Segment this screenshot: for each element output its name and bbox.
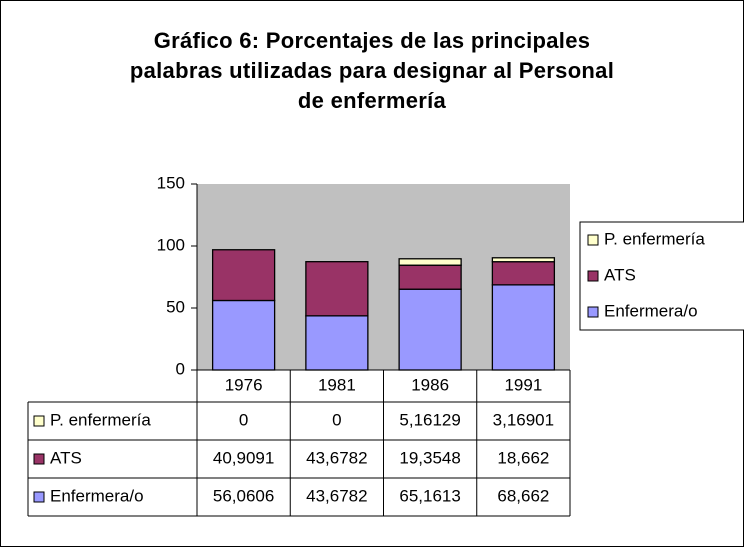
legend-swatch: [587, 234, 599, 246]
bar-segment: [398, 288, 462, 371]
table-cell: 40,9091: [213, 448, 274, 467]
bar-segment: [398, 258, 462, 266]
table-cell: 0: [239, 410, 248, 429]
bar-segment: [305, 315, 369, 371]
table-cell: 68,662: [497, 486, 549, 505]
legend-swatch: [587, 306, 599, 318]
x-tick-label: 1976: [225, 375, 263, 394]
x-tick-label: 1986: [411, 375, 449, 394]
x-tick-label: 1981: [318, 375, 356, 394]
table-row-label: Enfermera/o: [50, 486, 144, 505]
chart-title: Gráfico 6: Porcentajes de las principale…: [129, 28, 615, 113]
table-legend-swatch: [33, 453, 45, 465]
legend-swatch: [587, 270, 599, 282]
legend-label: ATS: [604, 265, 636, 284]
bar-segment: [211, 249, 276, 302]
table-cell: 65,1613: [399, 486, 460, 505]
x-tick-label: 1991: [504, 375, 542, 394]
table-legend-swatch: [33, 415, 45, 427]
table-cell: 0: [332, 410, 341, 429]
bar-segment: [211, 299, 276, 371]
table-cell: 19,3548: [399, 448, 460, 467]
table-legend-swatch: [33, 491, 45, 503]
table-cell: 3,16901: [493, 410, 554, 429]
table-cell: 43,6782: [306, 448, 367, 467]
legend-label: P. enfermería: [604, 229, 705, 248]
bar-segment: [491, 257, 556, 263]
y-tick-label: 150: [157, 173, 185, 192]
bar-segment: [491, 284, 556, 371]
table-cell: 56,0606: [213, 486, 274, 505]
y-tick-label: 100: [157, 235, 185, 254]
bar-segment: [491, 261, 556, 286]
table-row-label: ATS: [50, 448, 82, 467]
legend-label: Enfermera/o: [604, 301, 698, 320]
table-cell: 43,6782: [306, 486, 367, 505]
y-tick-label: 50: [166, 297, 185, 316]
bar-segment: [398, 264, 462, 290]
table-row-label: P. enfermería: [50, 410, 151, 429]
legend-box: [579, 221, 744, 331]
y-tick-label: 0: [176, 359, 185, 378]
bar-segment: [305, 261, 369, 317]
table-cell: 5,16129: [399, 410, 460, 429]
table-cell: 18,662: [497, 448, 549, 467]
